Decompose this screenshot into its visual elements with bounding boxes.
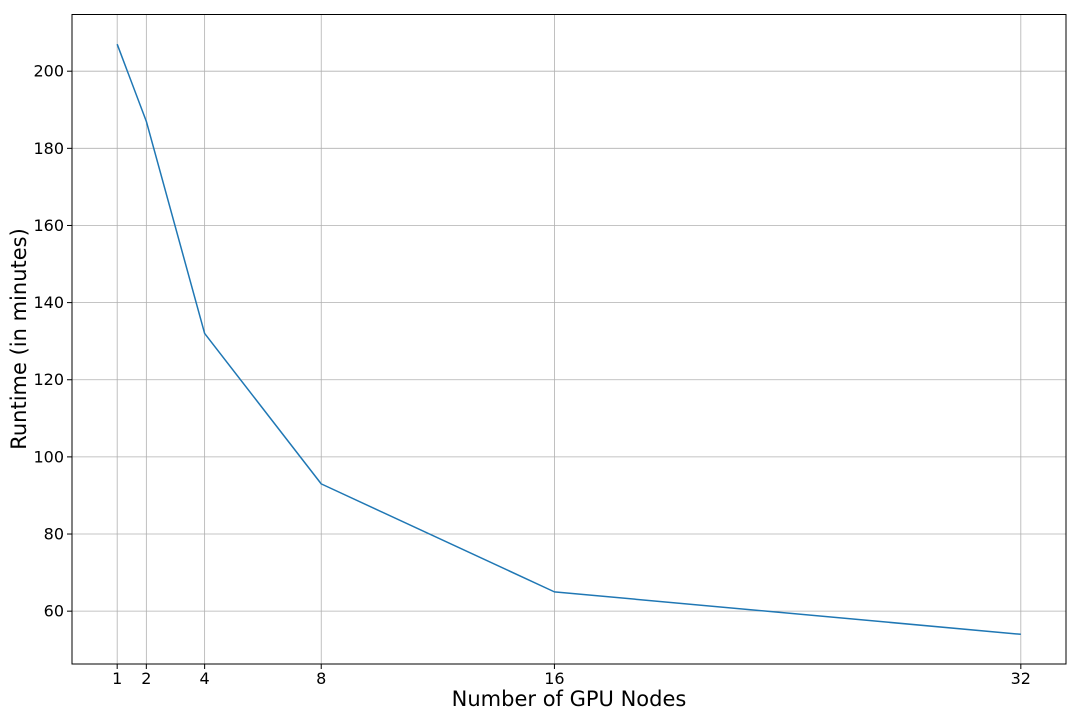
x-tick-labels: 1 2 4 8 16 32 (112, 669, 1031, 688)
y-tick-labels: 60 80 100 120 140 160 180 200 (33, 62, 64, 621)
y-tick-label: 160 (33, 216, 64, 235)
tick-marks (67, 70, 1022, 669)
y-tick-label: 200 (33, 62, 64, 81)
grid-lines (72, 14, 1066, 664)
y-tick-label: 100 (33, 447, 64, 466)
y-tick-label: 60 (44, 602, 64, 621)
plot-frame (71, 14, 1067, 665)
x-tick-label: 8 (316, 669, 326, 688)
y-tick-label: 140 (33, 293, 64, 312)
series-line-0 (116, 43, 1021, 636)
y-axis-title: Runtime (in minutes) (7, 228, 31, 450)
x-tick-label: 16 (544, 669, 564, 688)
x-tick-label: 2 (141, 669, 151, 688)
x-tick-label: 4 (200, 669, 210, 688)
series-layer (116, 43, 1021, 636)
x-axis-title: Number of GPU Nodes (452, 687, 687, 711)
y-tick-label: 180 (33, 139, 64, 158)
x-tick-label: 1 (112, 669, 122, 688)
x-tick-label: 32 (1011, 669, 1031, 688)
y-tick-label: 80 (44, 525, 64, 544)
y-tick-label: 120 (33, 370, 64, 389)
